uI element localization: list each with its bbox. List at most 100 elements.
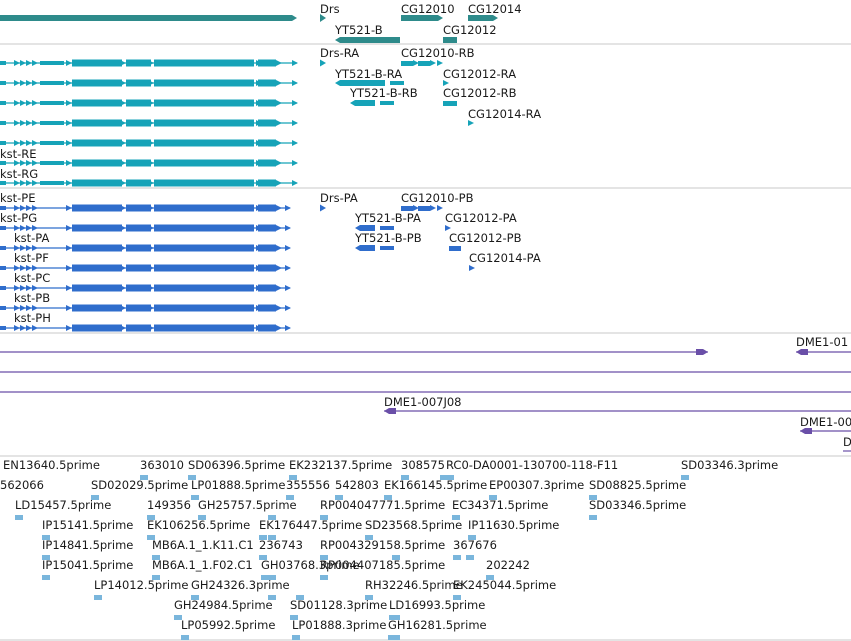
est-glyph[interactable] <box>296 595 304 600</box>
strand-arrow[interactable] <box>20 60 26 66</box>
kst-exon[interactable] <box>154 244 254 252</box>
gene-drs-glyph[interactable] <box>320 14 326 22</box>
strand-arrow[interactable] <box>26 60 32 66</box>
strand-arrow[interactable] <box>66 265 72 271</box>
est-mb6a-1-1-k11-c1-glyph[interactable] <box>152 555 160 560</box>
strand-arrow[interactable] <box>276 180 282 186</box>
est-ep00307-3prime-glyph[interactable] <box>489 495 497 500</box>
est-ek245044-5prime-glyph[interactable] <box>453 595 461 600</box>
gene-kst[interactable] <box>0 15 297 21</box>
strand-arrow[interactable] <box>413 60 419 66</box>
strand-arrow[interactable] <box>14 285 20 291</box>
label-rp004407185-5prime[interactable]: RP004407185.5prime <box>320 558 445 572</box>
est-glyph[interactable] <box>392 635 400 640</box>
label-ld16993-5prime[interactable]: LD16993.5prime <box>389 598 485 612</box>
kst-exon[interactable] <box>258 159 276 167</box>
label-236743[interactable]: 236743 <box>259 538 303 552</box>
strand-arrow[interactable] <box>120 80 126 86</box>
kst-exon[interactable] <box>154 159 254 167</box>
kst-exon[interactable] <box>72 159 122 167</box>
label-cg12010[interactable]: CG12010 <box>401 2 455 16</box>
label-kst-pg[interactable]: kst-PG <box>0 211 37 225</box>
est-rp004407185-5prime-glyph[interactable] <box>320 575 328 580</box>
strand-arrow[interactable] <box>32 205 38 211</box>
est-363010-glyph[interactable] <box>140 475 148 480</box>
est-lp01888-5prime-glyph[interactable] <box>191 495 199 500</box>
label-gh25757-5prime[interactable]: GH25757.5prime <box>198 498 297 512</box>
strand-arrow[interactable] <box>26 305 32 311</box>
strand-arrow[interactable] <box>285 225 291 231</box>
cg12014-pa-glyph[interactable] <box>469 265 475 271</box>
strand-arrow[interactable] <box>66 285 72 291</box>
est-ip15141-5prime-glyph[interactable] <box>42 535 50 540</box>
label-kst-pf[interactable]: kst-PF <box>14 251 49 265</box>
label-d[interactable]: D <box>843 435 851 449</box>
label-sd06396-5prime[interactable]: SD06396.5prime <box>188 458 285 472</box>
strand-arrow[interactable] <box>14 60 20 66</box>
strand-arrow[interactable] <box>120 285 126 291</box>
label-dme1-007j08[interactable]: DME1-007J08 <box>384 395 462 409</box>
kst-utr[interactable] <box>0 101 6 105</box>
label-lp01888-5prime[interactable]: LP01888.5prime <box>191 478 285 492</box>
clone-end[interactable] <box>384 408 396 414</box>
gene-cg12012[interactable] <box>443 37 457 43</box>
est-ip15041-5prime-glyph[interactable] <box>42 575 50 580</box>
strand-arrow[interactable] <box>256 80 262 86</box>
yt521-b-rb-exon[interactable] <box>350 100 375 106</box>
kst-utr[interactable] <box>40 61 64 65</box>
kst-utr[interactable] <box>0 206 6 210</box>
strand-arrow[interactable] <box>32 265 38 271</box>
gene-cg12014[interactable] <box>468 15 498 21</box>
est-gh24984-5prime-glyph[interactable] <box>174 615 182 620</box>
strand-arrow[interactable] <box>20 305 26 311</box>
strand-arrow[interactable] <box>20 80 26 86</box>
kst-exon[interactable] <box>258 119 276 127</box>
strand-arrow[interactable] <box>20 140 26 146</box>
cg12012-pa-glyph[interactable] <box>445 225 451 231</box>
est-lp14012-5prime-glyph[interactable] <box>94 595 102 600</box>
kst-exon[interactable] <box>258 284 276 292</box>
strand-arrow[interactable] <box>14 180 20 186</box>
kst-exon[interactable] <box>258 204 276 212</box>
kst-exon[interactable] <box>126 224 151 232</box>
strand-arrow[interactable] <box>14 245 20 251</box>
kst-exon[interactable] <box>154 99 254 107</box>
strand-arrow[interactable] <box>120 325 126 331</box>
strand-arrow[interactable] <box>276 225 282 231</box>
strand-arrow[interactable] <box>256 225 262 231</box>
label-kst-pc[interactable]: kst-PC <box>14 271 50 285</box>
kst-exon[interactable] <box>72 99 122 107</box>
strand-arrow[interactable] <box>276 140 282 146</box>
yt521-b-rb-exon[interactable] <box>380 101 394 105</box>
strand-arrow[interactable] <box>292 100 298 106</box>
strand-arrow[interactable] <box>14 160 20 166</box>
kst-exon[interactable] <box>126 284 151 292</box>
strand-arrow[interactable] <box>276 325 282 331</box>
label-lp05992-5prime[interactable]: LP05992.5prime <box>181 618 275 632</box>
clone-end[interactable] <box>800 428 812 434</box>
label-308575[interactable]: 308575 <box>401 458 445 472</box>
label-cg12010-rb[interactable]: CG12010-RB <box>401 46 475 60</box>
kst-utr[interactable] <box>0 61 6 65</box>
kst-exon[interactable] <box>258 224 276 232</box>
strand-arrow[interactable] <box>120 140 126 146</box>
kst-exon[interactable] <box>72 284 122 292</box>
kst-exon[interactable] <box>154 204 254 212</box>
strand-arrow[interactable] <box>430 205 436 211</box>
label-sd23568-5prime[interactable]: SD23568.5prime <box>365 518 462 532</box>
est-lp05992-5prime-glyph[interactable] <box>181 635 189 640</box>
strand-arrow[interactable] <box>32 160 38 166</box>
est-202242-glyph[interactable] <box>486 575 494 580</box>
est-542803-glyph[interactable] <box>335 495 343 500</box>
kst-utr[interactable] <box>40 101 64 105</box>
kst-exon[interactable] <box>154 79 254 87</box>
kst-exon[interactable] <box>72 244 122 252</box>
kst-exon[interactable] <box>72 204 122 212</box>
strand-arrow[interactable] <box>14 325 20 331</box>
kst-exon[interactable] <box>72 139 122 147</box>
est-ip11630-5prime-glyph[interactable] <box>468 535 476 540</box>
est-glyph[interactable] <box>440 475 448 480</box>
strand-arrow[interactable] <box>285 245 291 251</box>
kst-exon[interactable] <box>126 204 151 212</box>
strand-arrow[interactable] <box>32 285 38 291</box>
